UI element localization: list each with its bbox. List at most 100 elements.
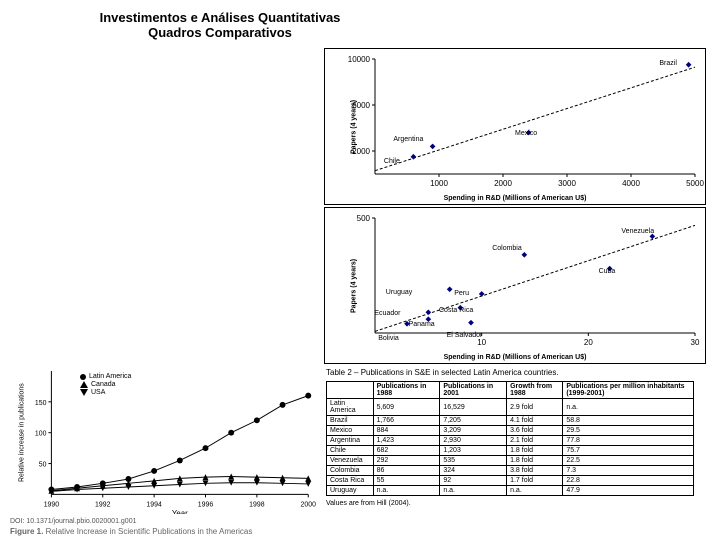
- table-header: Publications in 2001: [440, 382, 507, 399]
- sc2-xlabel: Spending in R&D (Millions of American U$…: [444, 354, 587, 361]
- caption-bold: Figure 1.: [10, 527, 43, 536]
- spacer-top-left: [10, 48, 320, 203]
- table-cell: n.a.: [373, 486, 440, 496]
- table-cell: 3.8 fold: [507, 466, 563, 476]
- table-header: Publications per million inhabitants (19…: [563, 382, 694, 399]
- table-cell: 1.8 fold: [507, 446, 563, 456]
- table-cell: Uruguay: [327, 486, 374, 496]
- table-row: Chile6821,2031.8 fold75.7: [327, 446, 694, 456]
- table-row: Latin America5,60916,5292.9 foldn.a.: [327, 399, 694, 416]
- table-row: Mexico8843,2093.6 fold29.5: [327, 426, 694, 436]
- table-cell: n.a.: [507, 486, 563, 496]
- point-label: Bolivia: [378, 335, 399, 342]
- legend-item: Canada: [80, 381, 131, 388]
- table-title: Table 2 – Publications in S&E in selecte…: [326, 368, 702, 377]
- point-label: Uruguay: [386, 289, 412, 296]
- svg-text:Relative increase in publicati: Relative increase in publications: [19, 383, 26, 482]
- table-cell: 682: [373, 446, 440, 456]
- table-row: Argentina1,4232,9302.1 fold77.8: [327, 436, 694, 446]
- table-cell: 16,529: [440, 399, 507, 416]
- doi-text: DOI: 10.1371/journal.pbio.0020001.g001: [10, 518, 320, 525]
- table-cell: n.a.: [563, 399, 694, 416]
- svg-text:50: 50: [39, 462, 47, 469]
- table-row: Brazil1,7667,2054.1 fold58.8: [327, 416, 694, 426]
- table-cell: 22.8: [563, 476, 694, 486]
- legend-marker-icon: [80, 374, 86, 380]
- table-cell: 5,609: [373, 399, 440, 416]
- line-chart-panel: 19901992199419961998200050100150YearRela…: [10, 366, 320, 556]
- legend-item: USA: [80, 389, 131, 396]
- table-cell: 3.6 fold: [507, 426, 563, 436]
- table-cell: Latin America: [327, 399, 374, 416]
- table-cell: 55: [373, 476, 440, 486]
- table-footer: Values are from Hill (2004).: [326, 500, 702, 507]
- table-cell: 22.5: [563, 456, 694, 466]
- svg-text:150: 150: [35, 400, 47, 407]
- table-cell: 47.9: [563, 486, 694, 496]
- table-cell: 884: [373, 426, 440, 436]
- svg-text:5000: 5000: [686, 179, 704, 188]
- table-row: Uruguayn.a.n.a.n.a.47.9: [327, 486, 694, 496]
- table-cell: 2.9 fold: [507, 399, 563, 416]
- table-cell: 1.7 fold: [507, 476, 563, 486]
- table-cell: 1.8 fold: [507, 456, 563, 466]
- svg-text:1996: 1996: [198, 501, 214, 508]
- point-label: Panama: [409, 321, 435, 328]
- table-cell: Brazil: [327, 416, 374, 426]
- title-line-1: Investimentos e Análises Quantitativas: [70, 10, 370, 25]
- table-cell: Argentina: [327, 436, 374, 446]
- svg-text:1994: 1994: [146, 501, 162, 508]
- sc1-xlabel: Spending in R&D (Millions of American U$…: [444, 195, 587, 202]
- legend-label: Latin America: [89, 373, 131, 380]
- svg-text:3000: 3000: [558, 179, 576, 188]
- legend-marker-icon: [80, 389, 88, 396]
- table-cell: 1,766: [373, 416, 440, 426]
- svg-text:30: 30: [691, 338, 700, 347]
- table-cell: Mexico: [327, 426, 374, 436]
- table-cell: 324: [440, 466, 507, 476]
- table-cell: Chile: [327, 446, 374, 456]
- svg-text:1992: 1992: [95, 501, 111, 508]
- point-label: Peru: [454, 290, 469, 297]
- table-row: Colombia863243.8 fold7.3: [327, 466, 694, 476]
- table-header: [327, 382, 374, 399]
- table-cell: 2,930: [440, 436, 507, 446]
- table-panel: Table 2 – Publications in S&E in selecte…: [324, 366, 704, 556]
- svg-text:2000: 2000: [494, 179, 512, 188]
- figure-caption: Figure 1. Relative Increase in Scientifi…: [10, 527, 320, 536]
- table-cell: Colombia: [327, 466, 374, 476]
- table-row: Costa Rica55921.7 fold22.8: [327, 476, 694, 486]
- point-label: Ecuador: [374, 310, 400, 317]
- point-label: Venezuela: [621, 228, 654, 235]
- table-cell: 1,203: [440, 446, 507, 456]
- table-cell: 86: [373, 466, 440, 476]
- table-cell: 75.7: [563, 446, 694, 456]
- legend-label: Canada: [91, 381, 116, 388]
- table-cell: Venezuela: [327, 456, 374, 466]
- legend-item: Latin America: [80, 373, 131, 380]
- point-label: Costa Rica: [439, 307, 473, 314]
- table-cell: 7,205: [440, 416, 507, 426]
- svg-text:500: 500: [357, 214, 371, 223]
- scatter-chart-1: 100020003000400050002000600010000 Papers…: [324, 48, 706, 205]
- table-cell: 77.8: [563, 436, 694, 446]
- table-row: Venezuela2925351.8 fold22.5: [327, 456, 694, 466]
- point-label: Chile: [384, 158, 400, 165]
- svg-text:1000: 1000: [430, 179, 448, 188]
- table-header: Growth from 1988: [507, 382, 563, 399]
- svg-text:2000: 2000: [301, 501, 317, 508]
- line-legend: Latin AmericaCanadaUSA: [80, 372, 131, 397]
- spacer-mid-left: [10, 207, 320, 362]
- data-table: Publications in 1988Publications in 2001…: [326, 381, 694, 496]
- table-cell: 7.3: [563, 466, 694, 476]
- caption-text: Relative Increase in Scientific Publicat…: [43, 527, 252, 536]
- table-cell: n.a.: [440, 486, 507, 496]
- svg-text:1990: 1990: [44, 501, 60, 508]
- table-cell: Costa Rica: [327, 476, 374, 486]
- table-cell: 4.1 fold: [507, 416, 563, 426]
- legend-label: USA: [91, 389, 105, 396]
- svg-text:10: 10: [477, 338, 486, 347]
- point-label: Brazil: [659, 60, 677, 67]
- legend-marker-icon: [80, 381, 88, 388]
- point-label: Colombia: [492, 245, 522, 252]
